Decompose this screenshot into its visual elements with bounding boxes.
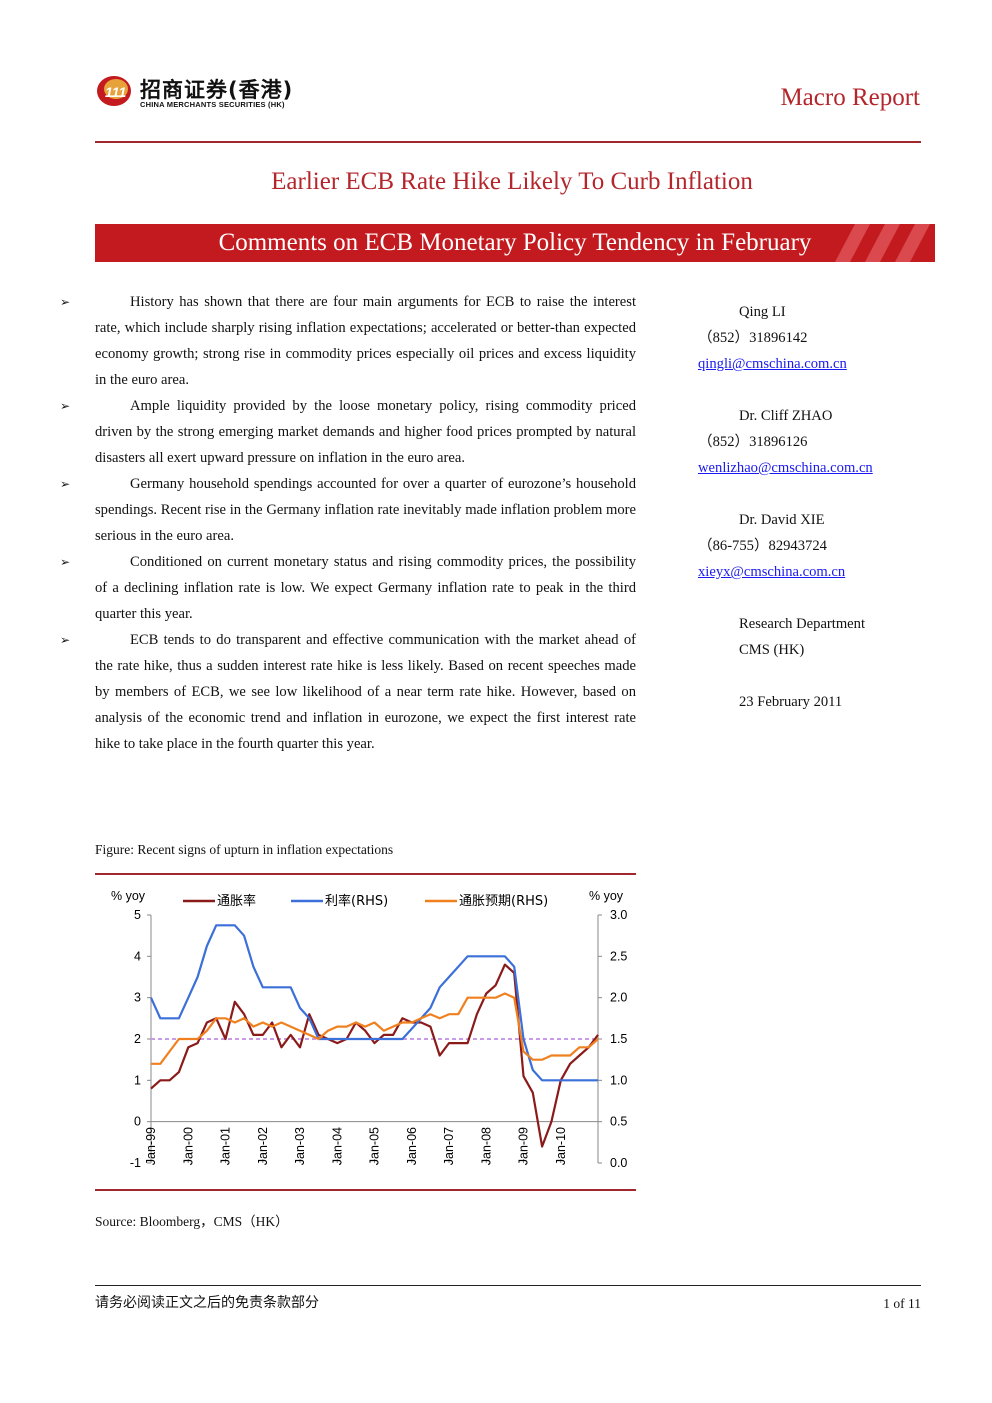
- y2-tick-label: 2.0: [610, 991, 627, 1005]
- header-rule: [95, 141, 921, 143]
- department-line: CMS (HK): [739, 642, 805, 658]
- author-name: Qing LI: [739, 304, 786, 320]
- x-tick-label: Jan-99: [144, 1127, 158, 1165]
- author-phone: （86-755）82943724: [698, 538, 827, 554]
- y2-tick-label: 1.0: [610, 1073, 627, 1087]
- bullet: Conditioned on current monetary status a…: [60, 549, 636, 627]
- disclaimer: 请务必阅读正文之后的免责条款部分: [95, 1295, 319, 1311]
- footer-rule: [95, 1285, 921, 1286]
- figure-caption: Figure: Recent signs of upturn in inflat…: [95, 842, 394, 857]
- legend-label: 通胀预期(RHS): [459, 894, 548, 909]
- author-phone: （852）31896126: [698, 434, 808, 450]
- figure-source: Source: Bloomberg，CMS（HK）: [95, 1214, 289, 1229]
- department: Research Department CMS (HK): [698, 611, 873, 663]
- legend-label: 通胀率: [217, 893, 256, 909]
- logo-icon: 111: [97, 76, 131, 106]
- page-number: 1 of 11: [883, 1296, 921, 1311]
- y-tick-label: 0: [134, 1115, 141, 1129]
- x-tick-label: Jan-06: [405, 1127, 419, 1165]
- x-tick-label: Jan-02: [256, 1127, 270, 1165]
- subtitle-banner: Comments on ECB Monetary Policy Tendency…: [95, 224, 935, 262]
- author-email[interactable]: qingli@cmschina.com.cn: [698, 356, 847, 372]
- legend-label: 利率(RHS): [325, 893, 388, 909]
- y-tick-label: -1: [130, 1156, 141, 1170]
- author: Qing LI （852）31896142 qingli@cmschina.com.…: [698, 299, 873, 377]
- y2-tick-label: 0.0: [610, 1156, 627, 1170]
- author-list: Qing LI （852）31896142 qingli@cmschina.com.…: [698, 299, 873, 715]
- bullet: Ample liquidity provided by the loose mo…: [60, 393, 636, 471]
- y-tick-label: 1: [134, 1073, 141, 1087]
- y-tick-label: 5: [134, 908, 141, 922]
- report-type: Macro Report: [780, 84, 920, 111]
- y2-tick-label: 1.5: [610, 1032, 627, 1046]
- subtitle: Comments on ECB Monetary Policy Tendency…: [218, 229, 812, 256]
- y2-axis-label: % yoy: [589, 889, 624, 903]
- y2-tick-label: 2.5: [610, 949, 627, 963]
- author-name: Dr. Cliff ZHAO: [739, 408, 833, 424]
- chart: -1 0 1 2 3 4 5 0.0 0.5 1.0 1.5 2.0 2.5 3.0 Jan-99 Jan-0…: [95, 873, 636, 1191]
- bullet-list: History has shown that there are four ma…: [60, 289, 636, 757]
- y-axis-label: % yoy: [111, 889, 146, 903]
- author-name: Dr. David XIE: [739, 512, 825, 528]
- banner-deco: [835, 224, 930, 262]
- author: Dr. Cliff ZHAO （852）31896126 wenlizhao@cms…: [698, 403, 873, 481]
- logo-subtext: CHINA MERCHANTS SECURITIES (HK): [140, 100, 285, 109]
- author-email[interactable]: wenlizhao@cmschina.com.cn: [698, 460, 873, 476]
- x-tick-label: Jan-05: [368, 1127, 382, 1165]
- author-phone: （852）31896142: [698, 330, 808, 346]
- author-email[interactable]: xieyx@cmschina.com.cn: [698, 564, 846, 580]
- x-tick-label: Jan-04: [330, 1127, 344, 1165]
- x-tick-label: Jan-00: [181, 1127, 195, 1165]
- y-tick-label: 2: [134, 1032, 141, 1046]
- x-tick-label: Jan-10: [554, 1127, 568, 1165]
- svg-text:111: 111: [105, 84, 126, 100]
- y2-tick-label: 0.5: [610, 1115, 627, 1129]
- logo-text: 招商证券(香港): [140, 78, 294, 102]
- y2-tick-label: 3.0: [610, 908, 627, 922]
- date: 23 February 2011: [739, 694, 843, 710]
- bullet: ECB tends to do transparent and effectiv…: [60, 627, 636, 757]
- author: Dr. David XIE （86-755）82943724 xieyx@cmsch…: [698, 507, 873, 585]
- x-tick-label: Jan-01: [219, 1127, 233, 1165]
- series-line: [150, 963, 599, 1148]
- x-tick-label: Jan-07: [442, 1127, 456, 1165]
- series-line: [149, 924, 598, 1082]
- bullet: Germany household spendings accounted fo…: [60, 471, 636, 549]
- x-tick-label: Jan-08: [479, 1127, 493, 1165]
- x-tick-label: Jan-09: [517, 1127, 531, 1165]
- series-line: [151, 992, 599, 1065]
- department-line: Research Department: [739, 616, 866, 632]
- bullet: History has shown that there are four ma…: [60, 289, 636, 393]
- y-tick-label: 3: [134, 991, 141, 1005]
- x-tick-label: Jan-03: [293, 1127, 307, 1165]
- y-tick-label: 4: [134, 949, 141, 963]
- title: Earlier ECB Rate Hike Likely To Curb Inf…: [271, 168, 753, 195]
